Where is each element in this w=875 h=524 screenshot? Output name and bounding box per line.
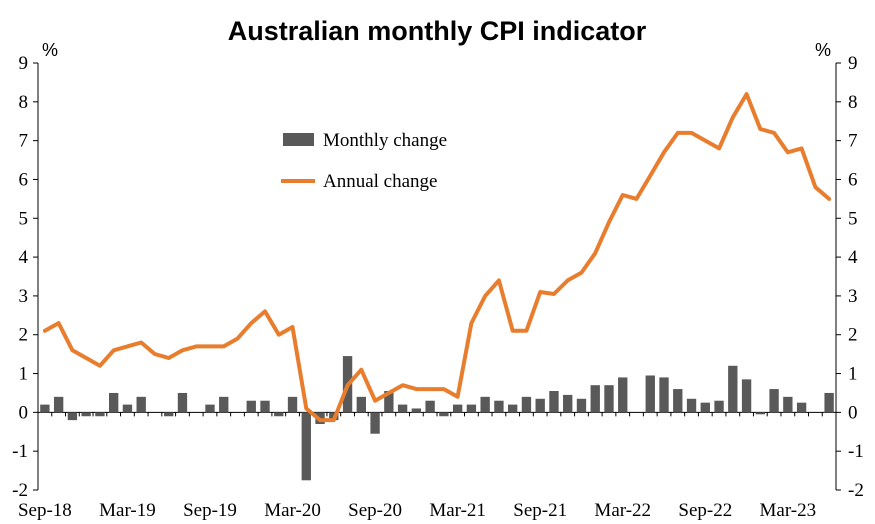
x-tick-label: Mar-21 bbox=[429, 500, 486, 521]
right-y-tick-label: 2 bbox=[848, 325, 858, 346]
monthly-change-bar bbox=[425, 400, 435, 413]
monthly-change-bar bbox=[95, 412, 105, 417]
left-y-tick-label: 7 bbox=[19, 131, 29, 152]
monthly-change-bar bbox=[796, 402, 807, 413]
monthly-change-bar bbox=[411, 408, 422, 413]
left-y-tick-label: 8 bbox=[19, 92, 29, 113]
right-y-tick-label: 7 bbox=[848, 131, 858, 152]
monthly-change-bar bbox=[397, 404, 408, 413]
x-tick-label: Sep-18 bbox=[18, 500, 72, 521]
chart-title: Australian monthly CPI indicator bbox=[228, 16, 647, 46]
monthly-change-bar bbox=[659, 377, 669, 413]
monthly-change-bar bbox=[452, 404, 463, 413]
annual-change-line-group bbox=[42, 92, 832, 423]
x-tick-label: Sep-21 bbox=[513, 500, 567, 521]
monthly-change-bar bbox=[507, 404, 518, 413]
left-y-tick-label: 5 bbox=[19, 208, 29, 229]
right-y-tick-label: -2 bbox=[848, 480, 864, 501]
right-y-tick-label: 4 bbox=[848, 247, 858, 268]
monthly-change-bar bbox=[164, 412, 174, 417]
monthly-change-bar bbox=[301, 412, 311, 481]
legend: Monthly change Annual change bbox=[281, 130, 447, 192]
right-y-tick-label: 0 bbox=[848, 402, 858, 423]
monthly-change-bar bbox=[769, 389, 779, 413]
monthly-change-bar bbox=[563, 394, 573, 413]
monthly-change-bar bbox=[576, 398, 587, 413]
monthly-change-bar bbox=[260, 400, 270, 413]
monthly-change-bar bbox=[686, 398, 697, 413]
monthly-change-bar bbox=[287, 396, 298, 413]
right-axis-unit: % bbox=[815, 40, 831, 60]
left-y-tick-label: 6 bbox=[19, 169, 29, 190]
monthly-change-bar bbox=[590, 385, 600, 413]
left-y-tick-label: 1 bbox=[19, 364, 29, 385]
monthly-change-bar bbox=[494, 400, 504, 413]
legend-label-annual: Annual change bbox=[323, 171, 437, 192]
monthly-change-bar bbox=[466, 404, 477, 413]
monthly-change-bar bbox=[205, 404, 215, 413]
legend-label-monthly: Monthly change bbox=[323, 130, 447, 151]
right-y-tick-label: -1 bbox=[848, 441, 864, 462]
monthly-change-bar bbox=[177, 392, 188, 413]
monthly-change-bar bbox=[81, 412, 91, 417]
monthly-change-bar bbox=[673, 389, 683, 413]
monthly-change-bar bbox=[741, 379, 752, 413]
x-tick-label: Sep-22 bbox=[678, 500, 732, 521]
x-tick-label: Mar-20 bbox=[264, 500, 321, 521]
monthly-change-bar bbox=[549, 391, 559, 413]
monthly-change-bar bbox=[40, 404, 50, 413]
x-tick-label: Mar-19 bbox=[99, 500, 156, 521]
monthly-change-bars bbox=[40, 356, 834, 481]
monthly-change-bar bbox=[783, 396, 793, 413]
right-y-tick-label: 3 bbox=[848, 286, 858, 307]
axes: -2 -2 -1 -1 0 0 1 1 2 2 3 3 4 4 5 5 6 6 7 7 8 8 9 9 Sep-18 Mar-19… bbox=[12, 53, 864, 521]
legend-swatch-monthly bbox=[283, 133, 314, 146]
left-y-tick-label: -1 bbox=[12, 441, 28, 462]
left-y-tick-label: 3 bbox=[19, 286, 29, 307]
monthly-change-bar bbox=[384, 391, 394, 413]
monthly-change-bar bbox=[356, 396, 367, 413]
right-y-tick-label: 6 bbox=[848, 169, 858, 190]
monthly-change-bar bbox=[755, 412, 766, 415]
annual-change-line bbox=[42, 92, 832, 423]
monthly-change-bar bbox=[645, 375, 655, 413]
monthly-change-bar bbox=[714, 400, 724, 413]
monthly-change-bar bbox=[122, 404, 133, 413]
monthly-change-bar bbox=[521, 396, 532, 413]
monthly-change-bar bbox=[67, 412, 78, 421]
monthly-change-bar bbox=[535, 398, 545, 413]
monthly-change-bar bbox=[108, 392, 119, 413]
monthly-change-bar bbox=[700, 402, 710, 413]
x-tick-label: Mar-22 bbox=[594, 500, 651, 521]
left-y-tick-label: 2 bbox=[19, 325, 29, 346]
right-y-tick-label: 8 bbox=[848, 92, 858, 113]
monthly-change-bar bbox=[604, 385, 614, 413]
monthly-change-bar bbox=[480, 396, 490, 413]
monthly-change-bar bbox=[439, 412, 449, 417]
left-y-tick-label: 4 bbox=[19, 247, 29, 268]
monthly-change-bar bbox=[728, 365, 738, 413]
left-y-tick-label: 0 bbox=[19, 402, 29, 423]
monthly-change-bar bbox=[618, 377, 628, 413]
right-y-tick-label: 1 bbox=[848, 364, 858, 385]
monthly-change-bar bbox=[370, 412, 380, 434]
monthly-change-bar bbox=[824, 392, 834, 413]
x-tick-label: Mar-23 bbox=[760, 500, 817, 521]
right-y-tick-label: 9 bbox=[848, 53, 858, 74]
left-y-tick-label: -2 bbox=[12, 480, 28, 501]
monthly-change-bar bbox=[219, 396, 229, 413]
left-axis-unit: % bbox=[42, 40, 58, 60]
monthly-change-bar bbox=[274, 412, 284, 417]
monthly-change-bar bbox=[136, 396, 146, 413]
monthly-change-bar bbox=[246, 400, 256, 413]
x-tick-label: Sep-19 bbox=[183, 500, 237, 521]
x-tick-label: Sep-20 bbox=[348, 500, 402, 521]
left-y-tick-label: 9 bbox=[19, 53, 29, 74]
monthly-change-bar bbox=[53, 396, 64, 413]
right-y-tick-label: 5 bbox=[848, 208, 858, 229]
